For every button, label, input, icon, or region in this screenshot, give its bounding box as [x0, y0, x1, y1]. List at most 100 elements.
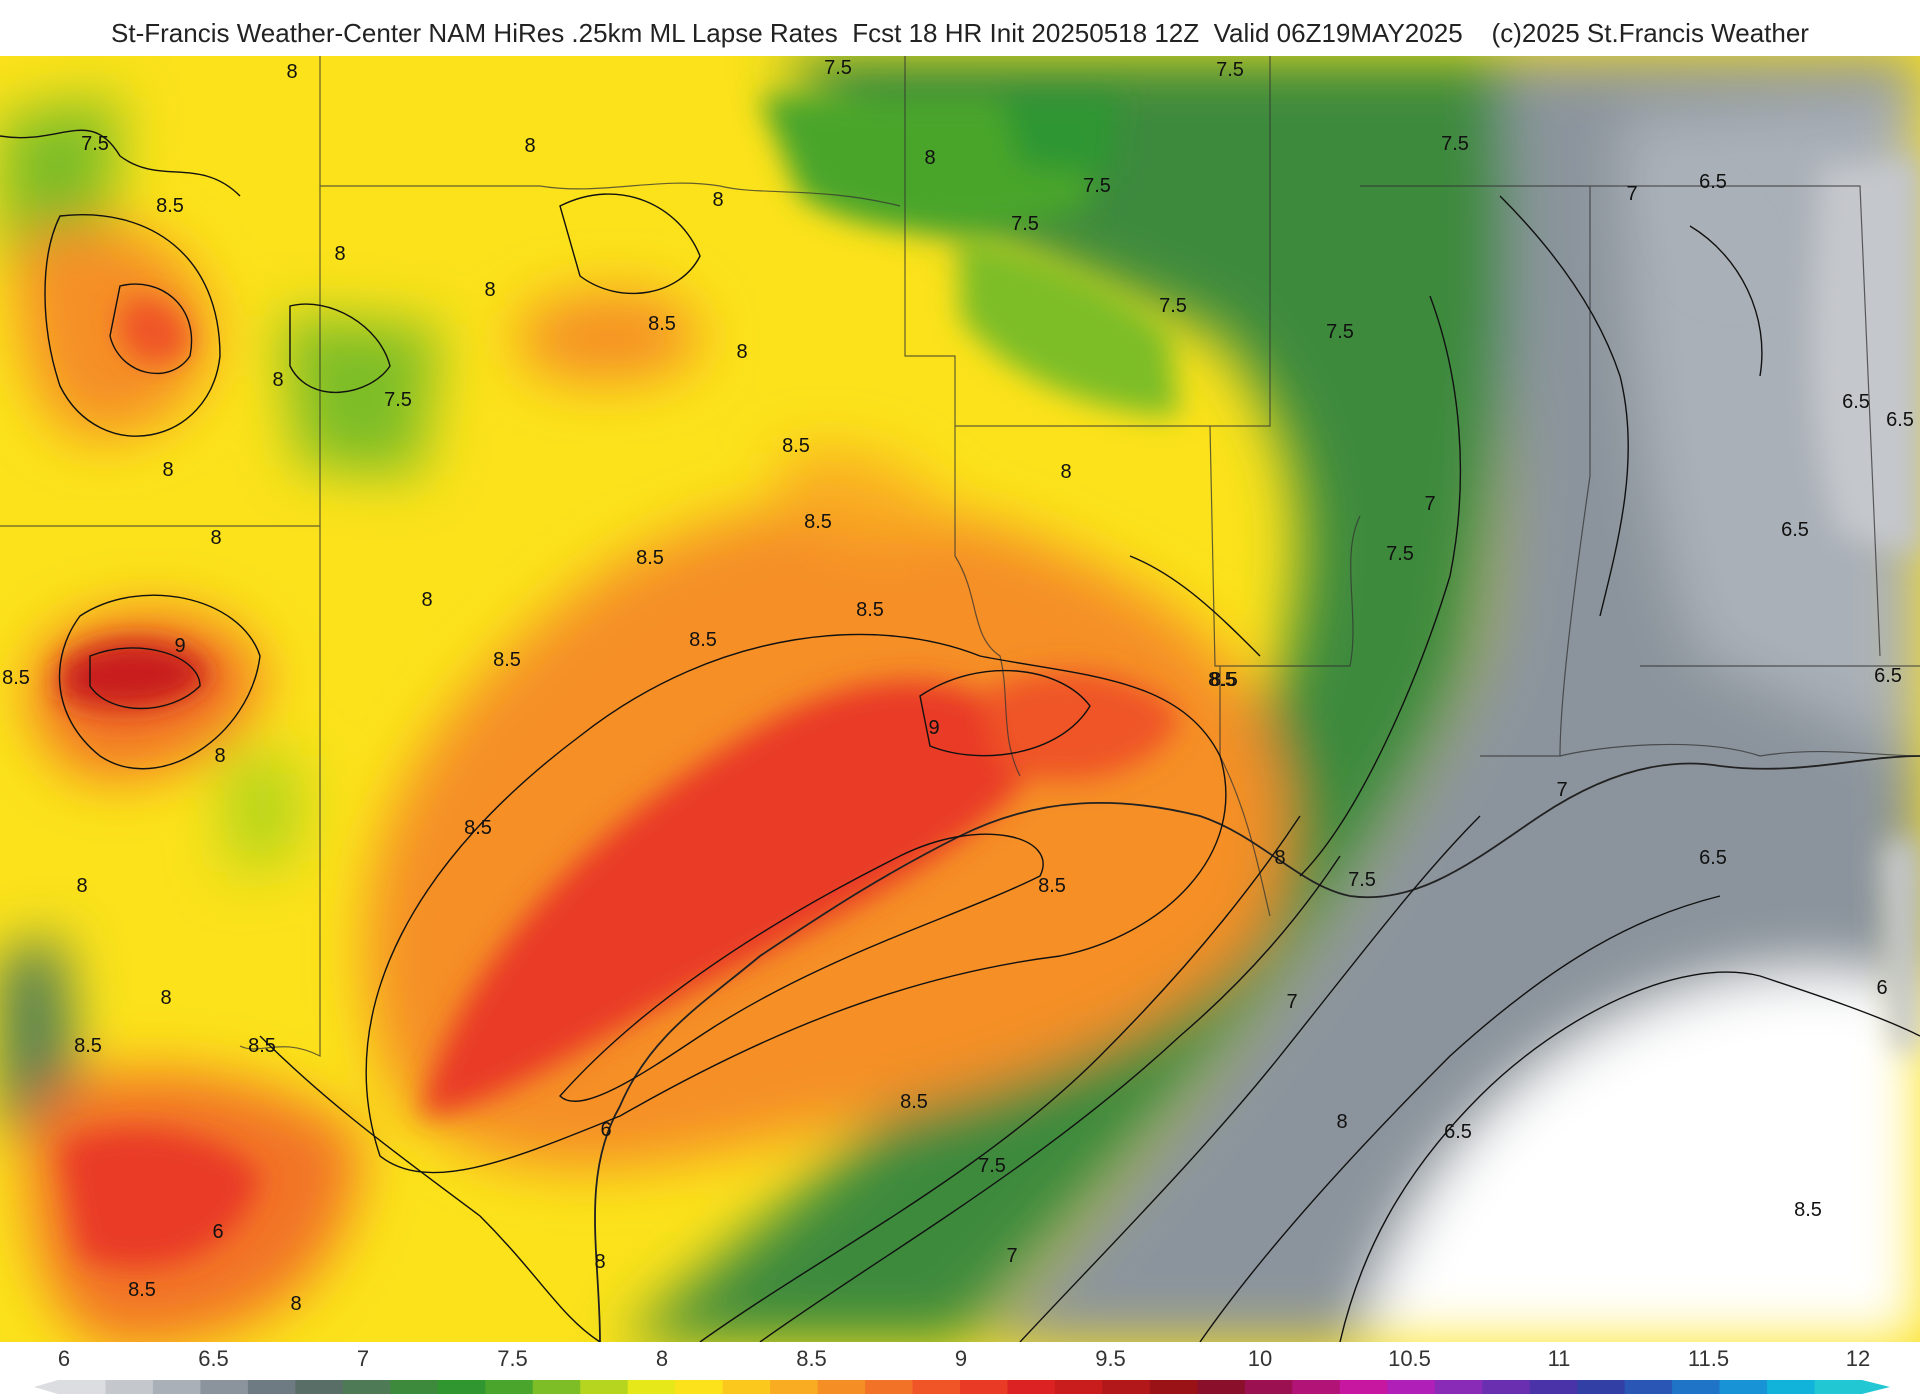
legend-color-swatch — [532, 1380, 581, 1394]
legend-tick-label: 8 — [656, 1346, 668, 1371]
contour-label: 8 — [594, 1251, 605, 1273]
contour-label: 7.5 — [1386, 543, 1414, 565]
state-county-boundaries — [0, 56, 1920, 1057]
contour-label: 8 — [484, 279, 495, 301]
legend-color-swatch — [342, 1380, 391, 1394]
legend-color-swatch — [200, 1380, 249, 1394]
contour-label: 7.5 — [1348, 869, 1376, 891]
contour-label: 8.5 — [1038, 875, 1066, 897]
contour-label: 8 — [712, 189, 723, 211]
legend-color-swatch — [1054, 1380, 1103, 1394]
legend-color-swatch — [1339, 1380, 1388, 1394]
legend-color-swatch — [105, 1380, 154, 1394]
contour-label: 8.5 — [636, 547, 664, 569]
contour-label: 9 — [928, 717, 939, 739]
legend-tick-labels: 6 6.5 7 7.5 8 8.5 9 9.5 10 10.5 11 11.5 12 — [58, 1346, 1870, 1371]
legend-color-swatch — [152, 1380, 201, 1394]
legend-color-swatch — [1292, 1380, 1341, 1394]
legend-color-swatch — [580, 1380, 629, 1394]
contour-label: 8 — [421, 589, 432, 611]
contour-label: 7 — [1286, 991, 1297, 1013]
legend-color-swatch — [675, 1380, 724, 1394]
map-title: St-Francis Weather-Center NAM HiRes .25k… — [111, 18, 1809, 48]
legend-color-swatch — [1767, 1380, 1816, 1394]
legend-tick-label: 10.5 — [1388, 1346, 1431, 1371]
contour-label: 8.5 — [648, 313, 676, 335]
contour-label: 7.5 — [978, 1155, 1006, 1177]
legend-color-swatch — [1434, 1380, 1483, 1394]
contour-label: 8 — [286, 61, 297, 83]
legend-color-swatch — [1387, 1380, 1436, 1394]
contour-label: 8.5 — [1208, 669, 1236, 691]
legend-color-swatch — [1149, 1380, 1198, 1394]
contour-label: 8.5 — [156, 195, 184, 217]
legend-color-swatch — [722, 1380, 771, 1394]
contour-label: 7 — [1006, 1245, 1017, 1267]
contour-label: 7.5 — [1216, 59, 1244, 81]
legend-left-arrow — [34, 1380, 58, 1394]
contour-label: 8.5 — [689, 629, 717, 651]
contour-label: 8.5 — [493, 649, 521, 671]
legend-color-bar — [34, 1380, 1890, 1394]
legend-color-swatch — [817, 1380, 866, 1394]
contour-label: 8 — [214, 745, 225, 767]
legend-color-swatch — [1672, 1380, 1721, 1394]
legend-color-swatch — [1719, 1380, 1768, 1394]
legend-right-arrow — [1862, 1380, 1890, 1394]
contour-label: 8.5 — [74, 1035, 102, 1057]
legend-tick-label: 7 — [357, 1346, 369, 1371]
legend-color-swatch — [1577, 1380, 1626, 1394]
contour-label: 8 — [924, 147, 935, 169]
legend-tick-label: 6.5 — [198, 1346, 229, 1371]
contour-lines — [0, 129, 1920, 1342]
contour-label: 7.5 — [1441, 133, 1469, 155]
contour-label: 8.5 — [464, 817, 492, 839]
contour-label: 7.5 — [384, 389, 412, 411]
contour-label: 8 — [1274, 847, 1285, 869]
contour-label: 6.5 — [1781, 519, 1809, 541]
contour-label: 8 — [1336, 1111, 1347, 1133]
contour-label: 6 — [212, 1221, 223, 1243]
contour-label: 6 — [1876, 977, 1887, 999]
legend-tick-label: 9 — [955, 1346, 967, 1371]
contour-label: 6.5 — [1444, 1121, 1472, 1143]
legend-color-swatch — [1482, 1380, 1531, 1394]
contour-label: 6.5 — [1699, 847, 1727, 869]
color-scale-legend: 6 6.5 7 7.5 8 8.5 9 9.5 10 10.5 11 11.5 12 — [34, 1346, 1890, 1394]
contour-label: 8.5 — [856, 599, 884, 621]
legend-color-swatch — [247, 1380, 296, 1394]
legend-color-swatch — [1007, 1380, 1056, 1394]
legend-color-swatch — [295, 1380, 344, 1394]
contour-label: 7.5 — [1159, 295, 1187, 317]
legend-color-swatch — [1624, 1380, 1673, 1394]
contour-label: 8 — [272, 369, 283, 391]
contour-label: 9 — [174, 635, 185, 657]
legend-tick-label: 11 — [1548, 1346, 1571, 1371]
contour-label: 7.5 — [1011, 213, 1039, 235]
legend-color-swatch — [58, 1380, 106, 1394]
contour-label: 8 — [524, 135, 535, 157]
contour-label: 6.5 — [1842, 391, 1870, 413]
contour-label: 8.5 — [248, 1035, 276, 1057]
contour-label: 8 — [334, 243, 345, 265]
contour-label: 7 — [1556, 779, 1567, 801]
legend-color-swatch — [390, 1380, 439, 1394]
color-field — [0, 56, 1920, 1342]
contour-label: 7.5 — [1326, 321, 1354, 343]
contour-label: 8 — [290, 1293, 301, 1315]
contour-labels: 8 7.5 8.5 8 7.5 8 8 8 7.5 7.5 7.5 7.5 7.… — [2, 57, 1914, 1315]
legend-tick-label: 10 — [1248, 1346, 1272, 1371]
legend-color-swatch — [1814, 1380, 1863, 1394]
contour-label: 8 — [76, 875, 87, 897]
contour-label: 6.5 — [1874, 665, 1902, 687]
contour-label: 7.5 — [1083, 175, 1111, 197]
legend-color-swatch — [1197, 1380, 1246, 1394]
contour-label: 7.5 — [824, 57, 852, 79]
contour-label: 6.5 — [1886, 409, 1914, 431]
contour-label: 8 — [210, 527, 221, 549]
legend-color-swatch — [912, 1380, 961, 1394]
contour-label: 8.5 — [782, 435, 810, 457]
contour-label: 8.5 — [1210, 669, 1238, 691]
legend-tick-label: 11.5 — [1688, 1346, 1729, 1371]
contour-label: 6 — [600, 1119, 611, 1141]
